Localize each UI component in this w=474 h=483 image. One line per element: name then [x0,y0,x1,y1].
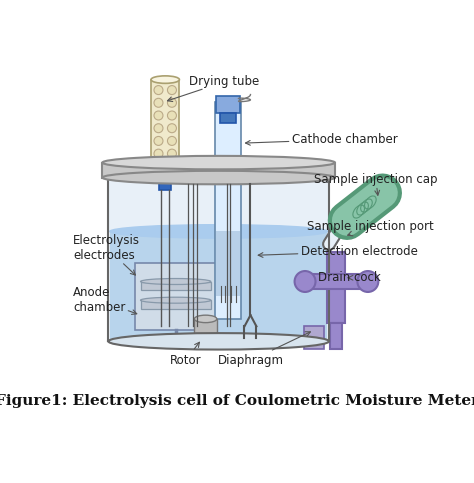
Circle shape [167,149,176,158]
Circle shape [154,136,163,145]
Bar [159,179,171,189]
Circle shape [154,124,163,133]
Ellipse shape [140,279,211,284]
Text: Rotor: Rotor [170,342,201,367]
Circle shape [167,99,176,107]
Circle shape [167,136,176,145]
Bar [215,102,241,319]
Circle shape [167,124,176,133]
Circle shape [154,99,163,107]
Circle shape [167,111,176,120]
Bar [135,263,217,330]
Text: Electrolysis
electrodes: Electrolysis electrodes [73,234,140,275]
Text: Anode
chamber: Anode chamber [73,286,137,314]
Circle shape [294,271,316,292]
Bar [330,323,342,349]
Ellipse shape [151,76,180,84]
Text: Diaphragm: Diaphragm [218,332,310,367]
Bar [216,231,240,297]
Bar [140,282,211,290]
Circle shape [167,85,176,95]
Bar [305,274,368,289]
Text: Sample injection port: Sample injection port [307,220,433,236]
Bar [194,319,217,335]
Bar [109,171,329,341]
Circle shape [154,111,163,120]
Ellipse shape [109,333,329,350]
Text: Cathode chamber: Cathode chamber [246,133,397,146]
Ellipse shape [110,225,328,238]
Circle shape [154,149,163,158]
Text: Drain cock: Drain cock [318,271,381,284]
Ellipse shape [140,297,211,303]
Ellipse shape [102,156,335,170]
Text: Sample injection cap: Sample injection cap [314,172,438,195]
Bar [151,80,180,166]
Bar [220,113,236,123]
Bar [102,163,335,178]
Text: Detection electrode: Detection electrode [258,245,418,258]
Bar [155,166,176,179]
Bar [216,96,240,113]
Ellipse shape [194,315,217,323]
Circle shape [357,271,378,292]
Text: Figure1: Electrolysis cell of Coulometric Moisture Meter: Figure1: Electrolysis cell of Coulometri… [0,394,474,408]
Bar [140,300,211,309]
Bar [110,231,328,341]
Ellipse shape [102,171,335,185]
Bar [303,327,325,349]
Text: Drying tube: Drying tube [167,75,259,101]
Bar [328,252,346,323]
Circle shape [154,85,163,95]
